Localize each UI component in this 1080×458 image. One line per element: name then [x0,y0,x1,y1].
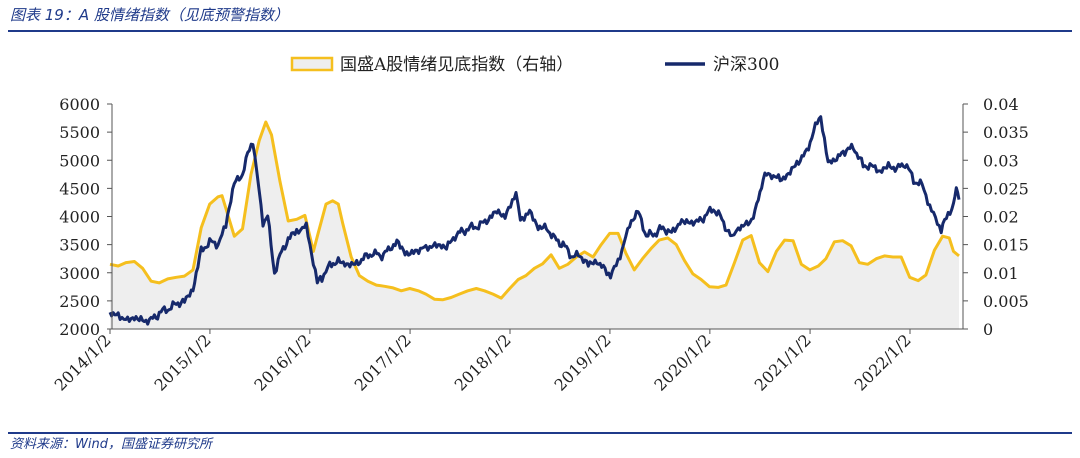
y-right-tick-label: 0.02 [983,208,1019,227]
y-right-tick-label: 0.005 [983,292,1029,311]
series-area-sentiment-fill [110,122,959,329]
figure-title: 图表 19：A 股情绪指数（见底预警指数） [10,6,289,24]
y-left-tick-label: 6000 [59,95,100,114]
x-tick-label: 2015/1/2 [151,330,215,394]
series-line-csi300 [108,115,961,326]
y-right-tick-label: 0.025 [983,179,1029,198]
legend-label-sentiment: 国盛A股情绪见底指数（右轴） [340,55,573,75]
y-right-tick-label: 0.035 [983,123,1029,142]
x-tick-label: 2014/1/2 [51,330,115,394]
x-tick-label: 2018/1/2 [451,330,515,394]
y-left-tick-label: 3000 [59,264,100,283]
y-right-tick-label: 0.015 [983,236,1029,255]
x-tick-label: 2021/1/2 [751,330,815,394]
y-right-tick-label: 0.04 [983,95,1019,114]
source-note: 资料来源：Wind，国盛证券研究所 [10,437,212,452]
y-left-tick-label: 5500 [59,123,100,142]
plot-area: 2000 2500 3000 3500 4000 4500 5000 5500 6000 0 0.0… [51,95,1029,395]
x-tick-label: 2017/1/2 [351,330,415,394]
x-tick-label: 2019/1/2 [551,330,615,394]
y-left-tick-label: 2500 [59,292,100,311]
y-left-tick-label: 2000 [59,320,100,339]
legend-label-csi300: 沪深300 [713,55,779,75]
y-right-tick-label: 0.01 [983,264,1019,283]
series-line-sentiment [109,120,960,302]
legend: 国盛A股情绪见底指数（右轴） 沪深300 [290,55,779,75]
title-rule [8,30,1072,32]
x-tick-label: 2020/1/2 [650,330,714,394]
y-right-tick-label: 0 [983,320,993,339]
x-tick-label: 2016/1/2 [250,330,314,394]
y-right-tick-label: 0.03 [983,151,1019,170]
y-left-tick-label: 4500 [59,179,100,198]
legend-swatch-sentiment [290,56,334,72]
y-left-tick-label: 5000 [59,151,100,170]
y-left-tick-label: 3500 [59,236,100,255]
y-left-tick-label: 4000 [59,208,100,227]
x-tick-label: 2022/1/2 [851,330,915,394]
source-rule [8,432,1072,434]
